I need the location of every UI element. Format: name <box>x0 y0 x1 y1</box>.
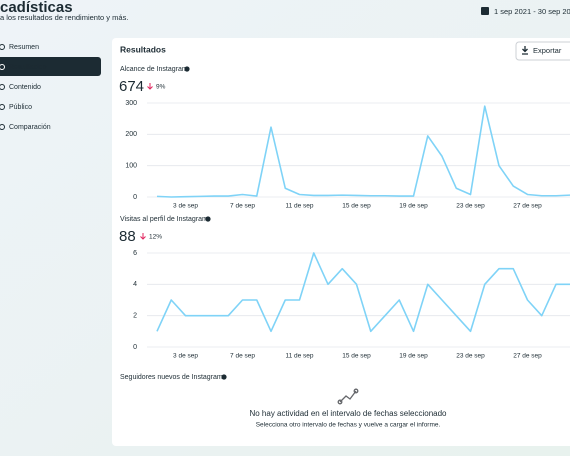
line <box>156 252 570 333</box>
panel-title: Resultados <box>120 44 166 54</box>
nav-label[interactable]: Público <box>9 104 32 111</box>
info-icon <box>184 66 190 72</box>
panel <box>112 38 570 446</box>
y-tick-label: 2 <box>133 313 137 320</box>
x-tick-label: 23 de sep <box>456 203 485 210</box>
nav-icon <box>0 124 5 130</box>
empty-text: Selecciona otro intervalo de fechas y vu… <box>256 422 441 429</box>
calendar-icon <box>481 7 489 15</box>
dot <box>337 399 343 405</box>
chart-change: 12% <box>149 234 162 241</box>
chart-change: 9% <box>156 84 166 91</box>
x-tick-label: 15 de sep <box>342 203 371 210</box>
x-tick-label: 11 de sep <box>285 353 313 360</box>
nav-label[interactable]: Resumen <box>9 44 39 51</box>
date-range[interactable]: 1 sep 2021 - 30 sep 2021 <box>494 7 570 16</box>
nav-icon <box>0 104 5 110</box>
nav-item[interactable]: Contenido <box>0 84 41 91</box>
x-tick-label: 15 de sep <box>342 353 371 360</box>
nav-item[interactable]: Público <box>0 104 32 111</box>
chart: Visitas al perfil de Instagram 88 12% 0 2 4 6 3… <box>119 216 570 360</box>
nav-item[interactable]: Comparación <box>0 124 51 131</box>
page-title: cadísticas <box>0 0 73 16</box>
x-tick-label: 27 de sep <box>513 353 542 360</box>
nav-label[interactable]: Resultados <box>9 64 47 71</box>
chart-title: Alcance de Instagram <box>120 66 188 73</box>
chart-title: Visitas al perfil de Instagram <box>120 216 208 223</box>
nav-label[interactable]: Comparación <box>9 124 51 131</box>
down-arrow <box>140 233 146 240</box>
x-tick-label: 19 de sep <box>399 203 428 210</box>
date-picker[interactable]: 1 sep 2021 - 30 sep 2021 <box>481 7 570 16</box>
charts: Alcance de Instagram 674 9% 0 100 200 300 3 de … <box>119 66 570 360</box>
nav-icon <box>0 44 5 50</box>
info-icon <box>205 216 211 222</box>
chart: Alcance de Instagram 674 9% 0 100 200 300 3 de … <box>119 66 570 210</box>
x-tick-label: 19 de sep <box>399 353 428 360</box>
y-tick-label: 300 <box>125 100 137 107</box>
x-tick-label: 11 de sep <box>285 203 313 210</box>
nav-icon <box>0 84 5 90</box>
y-tick-label: 6 <box>133 250 137 257</box>
page-subtitle: a los resultados de rendimiento y más. <box>0 13 128 22</box>
sidebar: Resumen Resultados Contenido Público Compara… <box>0 44 101 131</box>
info-icon <box>221 374 227 380</box>
nav-item[interactable]: Resultados <box>0 64 47 71</box>
x-tick-label: 7 de sep <box>230 353 255 360</box>
down-arrow <box>147 83 153 90</box>
y-tick-label: 0 <box>133 194 137 201</box>
y-tick-label: 200 <box>125 131 137 138</box>
nav-active-bg <box>0 57 101 76</box>
y-tick-label: 0 <box>133 344 137 351</box>
download-icon <box>522 46 528 55</box>
dot <box>353 388 359 394</box>
empty-icon <box>337 388 359 405</box>
y-tick-label: 100 <box>125 163 137 170</box>
export-button[interactable]: Exportar <box>515 41 570 61</box>
chart-total: 674 <box>119 78 144 95</box>
y-tick-label: 4 <box>133 281 137 288</box>
x-tick-label: 27 de sep <box>513 203 542 210</box>
export-label[interactable]: Exportar <box>533 46 562 55</box>
x-tick-label: 3 de sep <box>173 203 198 210</box>
line <box>156 105 570 198</box>
trend-line <box>339 390 357 403</box>
empty-title: No hay actividad en el intervalo de fech… <box>249 409 447 418</box>
export-box[interactable] <box>515 41 570 61</box>
x-tick-label: 3 de sep <box>173 353 198 360</box>
nav-icon <box>0 64 5 70</box>
chart-total: 88 <box>119 228 136 245</box>
nav-label[interactable]: Contenido <box>9 84 41 91</box>
x-tick-label: 7 de sep <box>230 203 255 210</box>
x-tick-label: 23 de sep <box>456 353 485 360</box>
nav-item[interactable]: Resumen <box>0 44 39 51</box>
followers-title: Seguidores nuevos de Instagram <box>120 374 223 381</box>
